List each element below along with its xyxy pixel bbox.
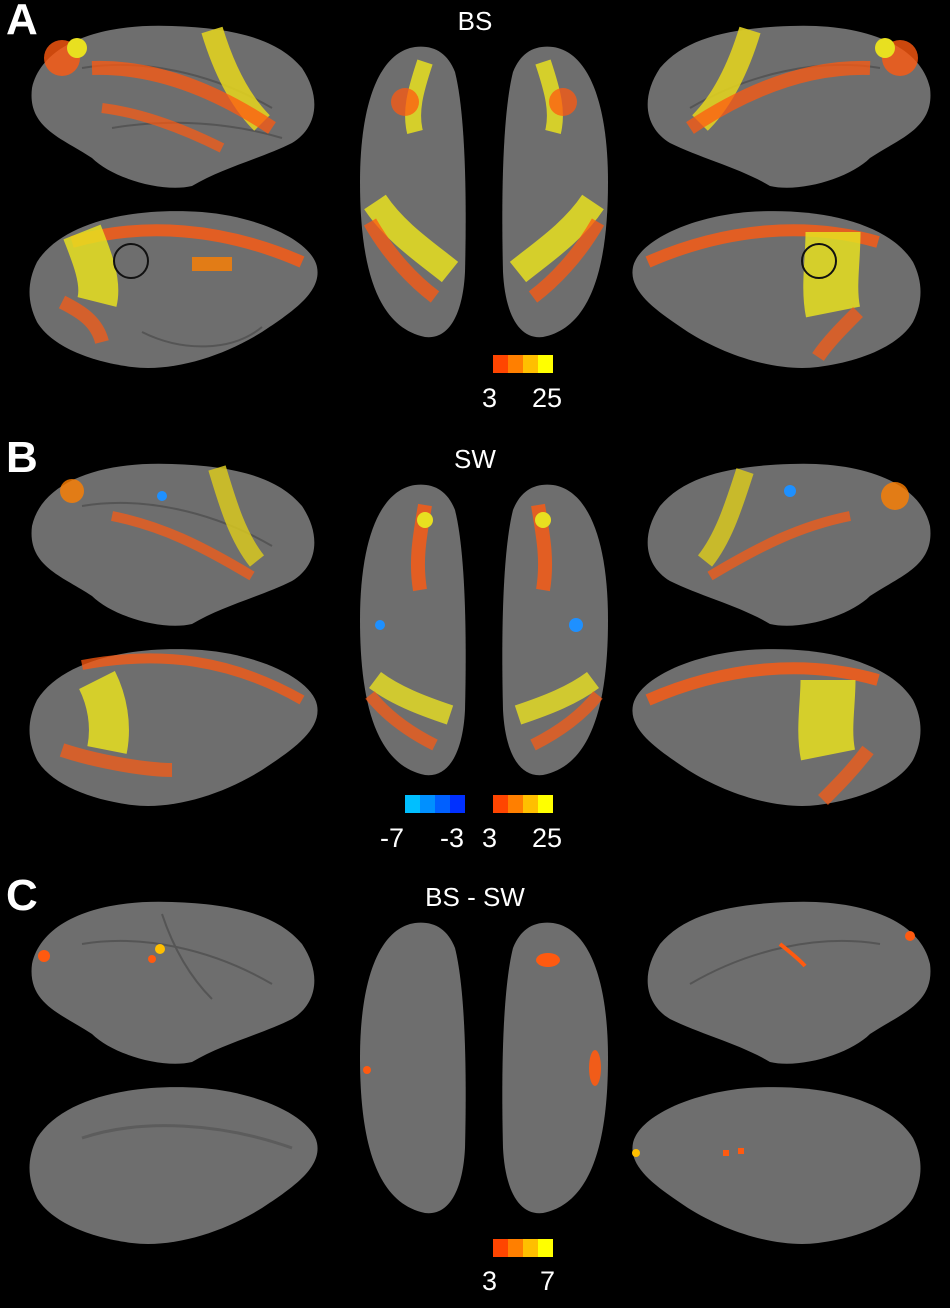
colorbar-min-label: 3 [482,383,498,413]
colorbar-max-label: -3 [440,823,465,853]
panel-letter: A [6,0,38,44]
brain-right-medial [632,649,921,806]
colorbar-swatch [493,1239,508,1257]
colorbar-swatch [405,795,420,813]
panel-b: B SW [0,433,950,870]
panel-title: BS - SW [425,882,525,912]
colorbar-positive [493,795,553,813]
colorbar-swatch [523,795,538,813]
panel-letter: C [6,871,38,920]
colorbar-swatch [538,795,553,813]
colorbar-swatch [508,355,523,373]
panel-letter: B [6,433,38,482]
colorbar-swatch [420,795,435,813]
colorbar-swatch [493,355,508,373]
panel-a: A BS [0,0,950,432]
colorbar-swatch [450,795,465,813]
brain-left-lateral [31,463,315,626]
brain-right-lateral [647,463,931,626]
colorbar-swatch [538,1239,553,1257]
colorbar-swatch [523,1239,538,1257]
colorbar-max-label: 25 [532,823,563,853]
brain-dorsal-left [360,922,466,1214]
panel-title: BS [457,6,493,36]
brain-dorsal-right [502,922,608,1214]
brain-left-medial [29,649,318,806]
colorbar-min-label: 3 [482,1266,498,1296]
brain-left-medial [29,211,318,368]
panel-c: C BS - SW 3 7 [0,871,950,1308]
colorbar-swatch [538,355,553,373]
brain-left-lateral [31,901,315,1064]
brain-dorsal-left [360,46,466,338]
colorbar-swatch [435,795,450,813]
colorbar-positive [493,355,553,373]
brain-dorsal-right [502,484,608,776]
brain-dorsal-left [360,484,466,776]
brain-left-lateral [31,25,315,188]
colorbar-min-label: -7 [380,823,405,853]
brain-right-lateral [647,25,931,188]
colorbar-swatch [493,795,508,813]
colorbar-max-label: 7 [540,1266,556,1296]
brain-right-medial [632,211,921,368]
colorbar-positive [493,1239,553,1257]
colorbar-swatch [508,795,523,813]
brain-right-medial [632,1087,921,1244]
brain-right-lateral [647,901,931,1064]
colorbar-max-label: 25 [532,383,563,413]
panel-title: SW [454,444,496,474]
brain-dorsal-right [502,46,608,338]
brain-left-medial [29,1087,318,1244]
colorbar-swatch [508,1239,523,1257]
colorbar-swatch [523,355,538,373]
colorbar-min-label: 3 [482,823,498,853]
colorbar-negative [405,795,465,813]
